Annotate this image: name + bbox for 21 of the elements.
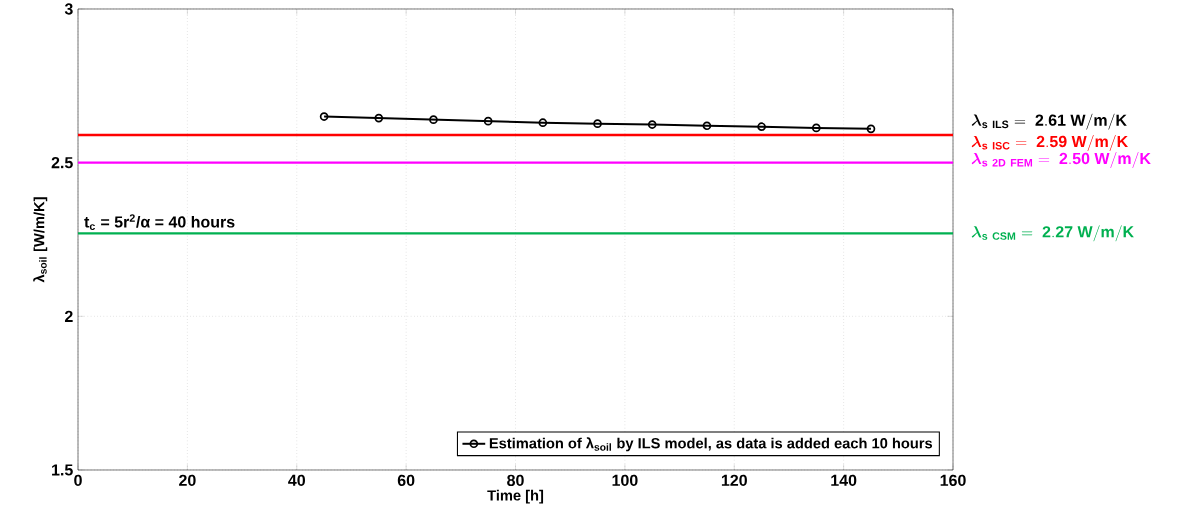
x-tick-label: 160 xyxy=(940,474,966,487)
x-tick-label: 100 xyxy=(612,474,638,487)
ref-line-label: $\boldsymbol{\lambda}_{\mathbf{s\ ISC}}\mathbf{\ =\ 2.59\ W/m/K}$ xyxy=(971,134,1129,151)
x-tick-label: 20 xyxy=(179,474,196,487)
x-tick-label: 120 xyxy=(721,474,747,487)
x-tick-label: 140 xyxy=(831,474,857,487)
x-tick-label: 80 xyxy=(507,474,524,487)
x-axis-title: Time [h] xyxy=(487,489,544,504)
ref-line-label: $\boldsymbol{\lambda}_{\mathbf{s\ 2D\ FEM}}\mathbf{\ =\ 2.50\ W/m/K}$ xyxy=(971,151,1151,168)
y-tick-label: 3 xyxy=(64,3,73,15)
y-tick-label: 1.5 xyxy=(52,464,73,476)
text: $\boldsymbol{\lambda}_{\mathbf{s\ ILS}}\mathbf{\ =\ 2.61\ W/m/K}$ xyxy=(971,113,1127,130)
x-tick-label: 0 xyxy=(74,474,82,487)
x-tick-label: 40 xyxy=(288,474,305,487)
y-tick-label: 2 xyxy=(64,310,73,322)
y-axis-title: λ$_{soil}$ [W/m/K] xyxy=(33,197,48,283)
legend-label: Estimation of λ$_{soil}$ by ILS model, as data is added each 10 hours xyxy=(489,437,933,452)
y-tick-label: 2.5 xyxy=(51,157,73,169)
ref-line-label: $\boldsymbol{\lambda}_{\mathbf{s\ CSM}}\mathbf{\ =\ 2.27\ W/m/K}$ xyxy=(971,225,1134,242)
x-tick-label: 60 xyxy=(397,474,415,487)
annotation: t$_{c}$ = 5r$^{2}$/α = 40 hours xyxy=(84,214,235,230)
